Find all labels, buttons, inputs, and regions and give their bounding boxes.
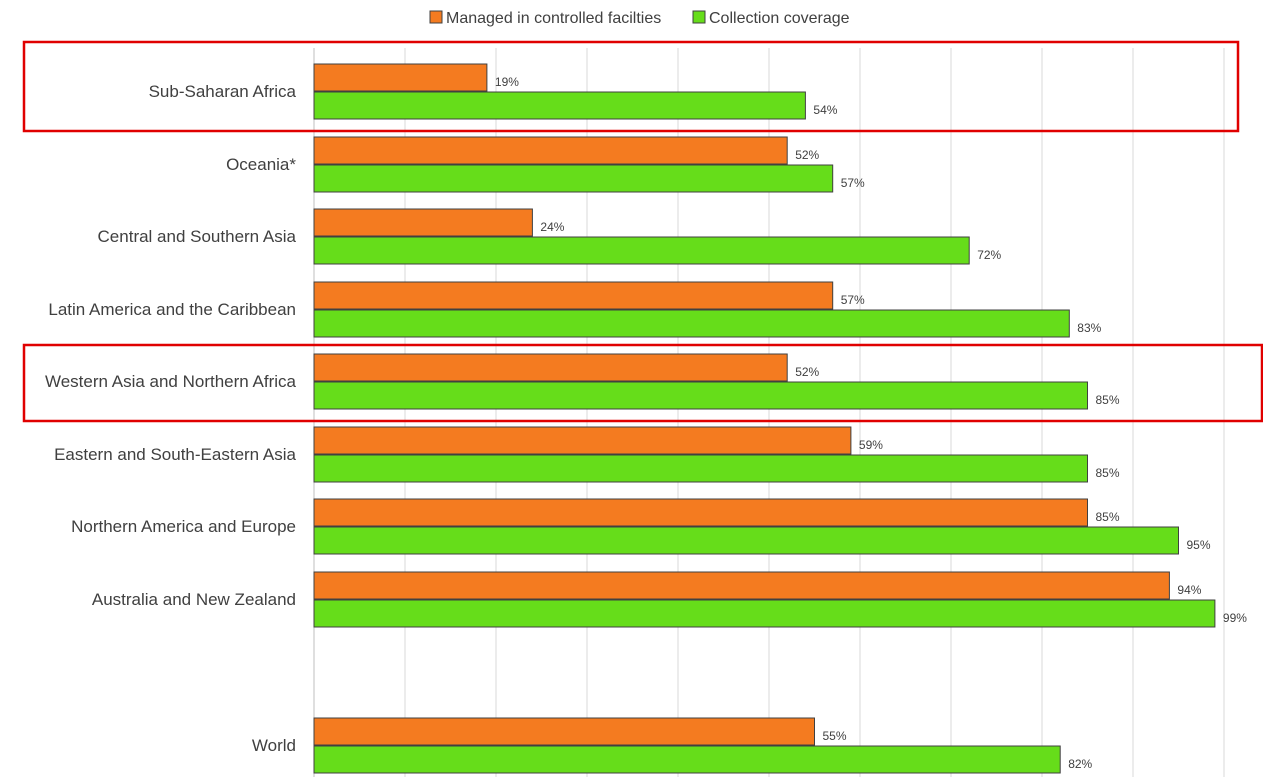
value-label-collection-coverage-western-asia-and-northern-africa: 85% [1096,393,1120,407]
value-label-collection-coverage-latin-america-and-the-caribbean: 83% [1077,321,1101,335]
category-label-latin-america-and-the-caribbean: Latin America and the Caribbean [48,300,296,319]
category-label-northern-america-and-europe: Northern America and Europe [71,517,296,536]
value-label-managed-in-controlled-facilties-australia-and-new-zealand: 94% [1177,583,1201,597]
bar-collection-coverage-sub-saharan-africa [313,91,806,120]
category-label-eastern-and-south-eastern-asia: Eastern and South-Eastern Asia [54,445,296,464]
value-label-collection-coverage-australia-and-new-zealand: 99% [1223,611,1247,625]
value-label-managed-in-controlled-facilties-northern-america-and-europe: 85% [1096,510,1120,524]
value-label-managed-in-controlled-facilties-sub-saharan-africa: 19% [495,75,519,89]
category-labels: Sub-Saharan Africa Oceania* Central and So… [45,82,297,755]
highlight-box-western-asia-and-northern-africa [22,343,1263,423]
bar-collection-coverage-eastern-and-south-eastern-asia [313,454,1088,483]
legend-swatch-managed-in-controlled-facilties [429,10,443,24]
bar-managed-in-controlled-facilties-eastern-and-south-eastern-asia [313,426,852,455]
bar-collection-coverage-australia-and-new-zealand [313,599,1216,628]
bar-managed-in-controlled-facilties-western-asia-and-northern-africa [313,353,788,382]
value-label-managed-in-controlled-facilties-western-asia-and-northern-africa: 52% [795,365,819,379]
bar-managed-in-controlled-facilties-oceania [313,136,788,165]
value-label-managed-in-controlled-facilties-central-and-southern-asia: 24% [540,220,564,234]
bar-managed-in-controlled-facilties-australia-and-new-zealand [313,571,1170,600]
value-labels: 19% 54% 52% 57% 24% 72% 57% 83% 52% 85% 59% 85% 85% 9… [495,75,1247,771]
category-label-world: World [252,736,296,755]
highlight-box-sub-saharan-africa [22,40,1240,133]
bar-collection-coverage-latin-america-and-the-caribbean [313,309,1070,338]
bar-collection-coverage-oceania [313,164,834,193]
highlight-boxes [22,40,1263,423]
value-label-collection-coverage-eastern-and-south-eastern-asia: 85% [1096,466,1120,480]
category-label-central-and-southern-asia: Central and Southern Asia [98,227,297,246]
value-label-managed-in-controlled-facilties-world: 55% [823,729,847,743]
bar-collection-coverage-northern-america-and-europe [313,526,1179,555]
value-label-collection-coverage-sub-saharan-africa: 54% [813,103,837,117]
legend-swatch-collection-coverage [692,10,706,24]
value-label-managed-in-controlled-facilties-oceania: 52% [795,148,819,162]
bar-managed-in-controlled-facilties-northern-america-and-europe [313,498,1088,527]
value-label-collection-coverage-central-and-southern-asia: 72% [977,248,1001,262]
category-label-oceania: Oceania* [226,155,296,174]
bars [313,63,1216,774]
bar-managed-in-controlled-facilties-world [313,717,815,746]
value-label-managed-in-controlled-facilties-eastern-and-south-eastern-asia: 59% [859,438,883,452]
value-label-collection-coverage-northern-america-and-europe: 95% [1187,538,1211,552]
category-label-australia-and-new-zealand: Australia and New Zealand [92,590,296,609]
bar-collection-coverage-western-asia-and-northern-africa [313,381,1088,410]
bar-managed-in-controlled-facilties-central-and-southern-asia [313,208,533,237]
bar-collection-coverage-world [313,745,1061,774]
bar-managed-in-controlled-facilties-latin-america-and-the-caribbean [313,281,834,310]
legend-label-managed-in-controlled-facilties: Managed in controlled facilties [446,10,661,27]
value-label-managed-in-controlled-facilties-latin-america-and-the-caribbean: 57% [841,293,865,307]
bar-collection-coverage-central-and-southern-asia [313,236,970,265]
value-label-collection-coverage-oceania: 57% [841,176,865,190]
category-label-western-asia-and-northern-africa: Western Asia and Northern Africa [45,372,297,391]
value-label-collection-coverage-world: 82% [1068,757,1092,771]
legend: Managed in controlled facilties Collectio… [429,10,850,27]
bar-managed-in-controlled-facilties-sub-saharan-africa [313,63,488,92]
legend-label-collection-coverage: Collection coverage [709,10,850,27]
category-label-sub-saharan-africa: Sub-Saharan Africa [149,82,297,101]
